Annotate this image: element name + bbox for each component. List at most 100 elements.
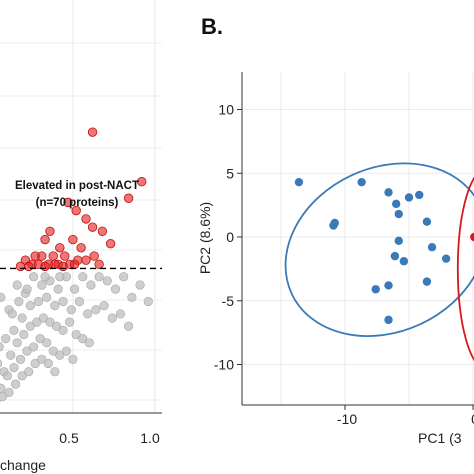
data-point-elevated (55, 243, 65, 253)
data-point-elevated (81, 214, 91, 224)
data-point-background (61, 346, 71, 356)
data-point-elevated (58, 261, 68, 272)
data-point-background (65, 317, 75, 327)
data-point-background (83, 309, 93, 319)
data-point-background (2, 371, 12, 381)
data-point-background (45, 317, 55, 327)
y-tick-label-b: 10 (218, 102, 234, 118)
data-point-group1 (415, 190, 424, 200)
data-point-background (55, 350, 65, 360)
data-point-elevated (137, 177, 147, 187)
data-point-background (25, 301, 35, 311)
data-point-background (74, 296, 85, 307)
data-point-background (94, 272, 104, 282)
data-point-background (40, 272, 50, 282)
data-point-group1 (427, 243, 437, 252)
data-point-group1 (371, 285, 380, 294)
data-point-background (107, 313, 117, 323)
x-tick-label-b: 0 (471, 411, 474, 427)
data-point-elevated (40, 234, 50, 245)
data-point-group1 (422, 277, 432, 286)
data-point-background (12, 338, 22, 348)
data-point-background (99, 301, 109, 311)
data-point-background (58, 296, 68, 307)
data-point-background (84, 338, 94, 348)
data-point-background (9, 325, 19, 336)
data-point-background (1, 334, 11, 344)
data-point-elevated (81, 255, 91, 265)
data-point-background (0, 292, 6, 302)
data-point-elevated (45, 226, 55, 236)
data-point-background (50, 367, 60, 377)
data-point-background (102, 276, 112, 286)
y-axis-title-b: PC2 (8.6%) (197, 202, 213, 274)
data-point-background (32, 317, 42, 327)
x-tick-label-a: 0.5 (59, 430, 79, 446)
data-point-background (119, 272, 129, 282)
data-point-elevated (40, 261, 50, 272)
data-point-background (12, 280, 22, 290)
data-point-background (28, 342, 39, 352)
data-point-background (35, 334, 45, 344)
data-point-background (78, 334, 88, 344)
data-point-background (66, 305, 76, 315)
data-point-background (33, 296, 44, 307)
data-point-group2 (470, 232, 474, 242)
data-point-background (25, 321, 35, 331)
data-point-background (51, 321, 62, 331)
data-point-background (69, 284, 80, 294)
data-point-background (91, 305, 101, 315)
annotation-line-2: (n=70 proteins) (36, 197, 119, 209)
data-point-background (37, 280, 47, 290)
data-point-elevated (23, 261, 34, 272)
y-tick-label-b: 5 (226, 165, 234, 181)
data-point-elevated (123, 193, 134, 203)
y-tick-label-b: -5 (222, 293, 235, 309)
data-point-group1 (329, 221, 338, 230)
data-point-elevated (60, 251, 70, 261)
data-point-elevated (76, 243, 86, 253)
plot-area-a (0, 0, 162, 413)
data-point-background (68, 354, 78, 364)
data-point-group1 (404, 193, 414, 202)
y-tick-label-b: 0 (226, 229, 234, 245)
data-point-group1 (399, 257, 409, 266)
x-ticks-b: -10 0 (337, 405, 474, 427)
data-point-background (43, 358, 53, 369)
data-point-elevated (71, 205, 81, 216)
data-point-elevated (97, 226, 108, 236)
data-point-group1 (441, 254, 451, 263)
data-point-background (55, 272, 65, 282)
data-point-elevated (94, 259, 104, 270)
data-point-elevated (63, 197, 73, 208)
points-b (294, 177, 474, 325)
data-point-background (0, 342, 4, 352)
data-point-group1 (384, 188, 393, 197)
data-point-group1 (392, 199, 401, 209)
data-point-background (14, 296, 24, 307)
data-point-background (7, 309, 17, 319)
data-point-elevated (87, 127, 98, 137)
data-point-background (6, 350, 16, 360)
data-point-group1 (390, 251, 400, 261)
x-tick-label-a: 1.0 (140, 430, 160, 446)
data-point-background (37, 354, 47, 364)
data-point-background (4, 387, 14, 397)
data-point-background (48, 346, 58, 356)
confidence-ellipses (284, 162, 474, 362)
data-point-background (50, 301, 60, 311)
data-point-group1 (384, 281, 393, 290)
annotation-line-1: Elevated in post-NACT (15, 180, 139, 192)
y-ticks-b: 10 5 0 -5 -10 (214, 102, 242, 373)
pca-plot-panel: 10 5 0 -5 -10 -10 0 PC2 (8.6%) PC1 (3 (197, 72, 474, 446)
data-point-elevated (87, 222, 98, 232)
data-point-background (17, 313, 27, 323)
data-point-background (71, 329, 81, 340)
data-point-elevated (105, 238, 116, 249)
x-axis-title-b: PC1 (3 (418, 430, 462, 446)
data-point-elevated (15, 261, 26, 272)
data-point-group1 (394, 236, 403, 246)
data-point-elevated (48, 251, 58, 261)
x-axis-title-a: change (0, 457, 46, 473)
